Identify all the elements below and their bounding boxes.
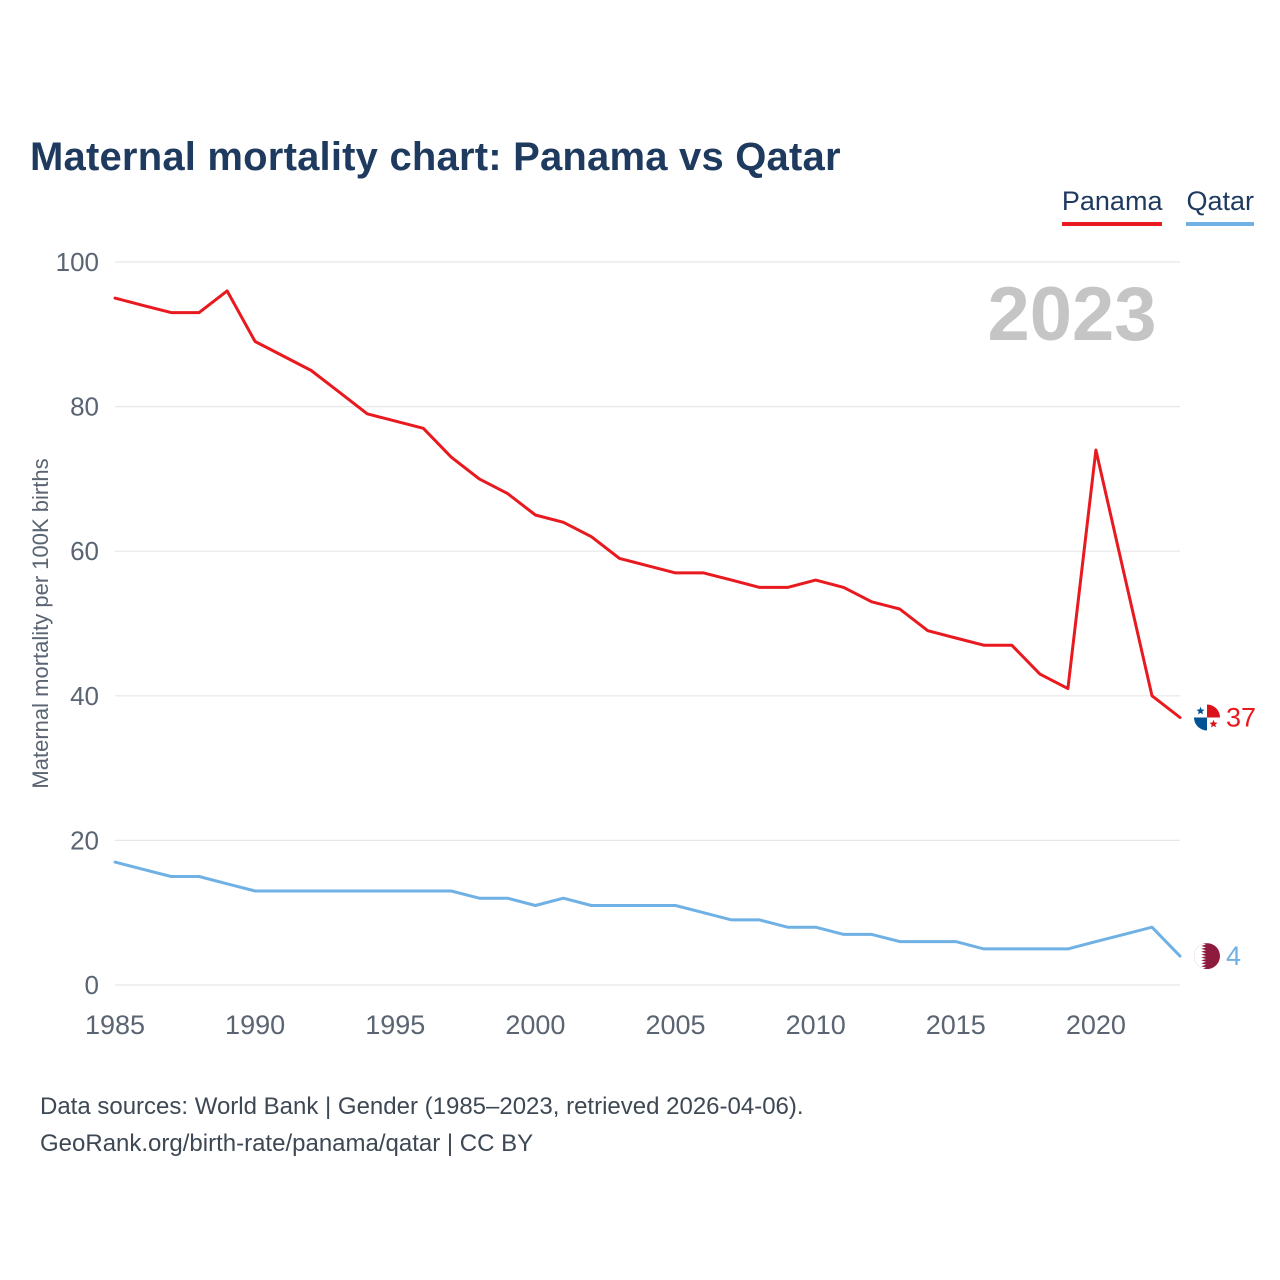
panama-end-value: 37	[1226, 703, 1256, 733]
y-tick-label: 60	[70, 536, 99, 566]
page-title: Maternal mortality chart: Panama vs Qata…	[30, 134, 841, 179]
legend: Panama Qatar	[1061, 186, 1254, 226]
x-tick-label: 2000	[505, 1010, 565, 1040]
qatar-flag-icon	[1194, 943, 1220, 970]
y-axis-title: Maternal mortality per 100K births	[28, 458, 53, 788]
x-tick-label: 2020	[1066, 1010, 1126, 1040]
y-tick-label: 80	[70, 392, 99, 422]
panama-series-line	[113, 289, 1182, 719]
y-tick-label: 100	[56, 247, 99, 277]
x-tick-label: 1995	[365, 1010, 425, 1040]
x-tick-label: 1990	[225, 1010, 285, 1040]
y-tick-label: 40	[70, 681, 99, 711]
legend-item-qatar[interactable]: Qatar	[1186, 186, 1254, 226]
watermark-year: 2023	[987, 272, 1156, 357]
legend-item-panama[interactable]: Panama	[1061, 186, 1163, 226]
qatar-end-value: 4	[1226, 941, 1241, 971]
x-tick-label: 1985	[85, 1010, 145, 1040]
attribution-line: GeoRank.org/birth-rate/panama/qatar | CC…	[40, 1130, 534, 1158]
x-tick-label: 2010	[786, 1010, 846, 1040]
footer: Data sources: World Bank | Gender (1985–…	[40, 1088, 804, 1162]
panama-flag-icon	[1194, 704, 1220, 731]
x-tick-label: 2005	[645, 1010, 705, 1040]
x-tick-label: 2015	[926, 1010, 986, 1040]
y-tick-label: 20	[70, 825, 99, 855]
qatar-series-line	[113, 860, 1182, 958]
y-tick-label: 0	[85, 970, 99, 1000]
data-sources-line: Data sources: World Bank | Gender (1985–…	[40, 1093, 804, 1120]
